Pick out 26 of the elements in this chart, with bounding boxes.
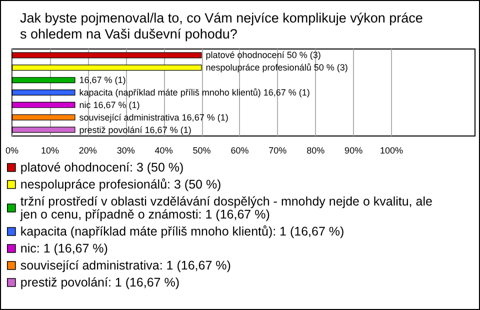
x-tick-label: 50%	[192, 146, 211, 156]
data-label: kapacita (například máte příliš mnoho klientů) 16,67 % (1)	[79, 88, 310, 98]
data-label: nespolupráce profesionálů 50 % (3)	[206, 62, 348, 73]
x-tick-label: 40%	[154, 146, 173, 156]
legend-label: tržní prostředí v oblasti vzdělávání dospělých - mnohdy nejde o kvalitu, ale jen o cenu, případně o známosti: 1 (16,67 %)	[19, 194, 436, 222]
legend-label: platové ohodnocení: 3 (50 %)	[20, 160, 184, 174]
legend-label: prestiž povolání: 1 (16,67 %)	[20, 276, 180, 290]
legend-label: související administrativa: 1 (16,67 %)	[20, 258, 231, 272]
data-label: platové ohodnocení 50 % (3)	[206, 50, 321, 60]
data-label: 16,67 % (1)	[79, 75, 126, 86]
data-label: související administrativa 16,67 % (1)	[79, 112, 228, 122]
legend-label: nespolupráce profesionálů: 3 (50 %)	[20, 178, 222, 192]
x-tick-label: 70%	[268, 146, 287, 156]
data-label: prestiž povolání 16,67 % (1)	[79, 124, 192, 135]
x-tick-label: 60%	[230, 146, 249, 156]
data-label: nic 16,67 % (1)	[79, 100, 140, 110]
x-tick-label: 10%	[40, 146, 59, 156]
x-tick-label: 20%	[78, 146, 97, 156]
x-tick-label: 100%	[380, 146, 404, 156]
x-tick-label: 30%	[116, 146, 135, 156]
x-tick-label: 90%	[344, 146, 363, 156]
chart-title: Jak byste pojmenoval/la to, co Vám nejvíce komplikuje výkon práce s ohledem na Vaši duševní pohodu?	[20, 10, 427, 42]
x-tick-label: 80%	[306, 146, 325, 156]
x-tick-label: 0%	[5, 146, 19, 156]
legend-label: nic: 1 (16,67 %)	[20, 242, 108, 256]
legend-label: kapacita (například máte příliš mnoho klientů): 1 (16,67 %)	[20, 224, 344, 238]
